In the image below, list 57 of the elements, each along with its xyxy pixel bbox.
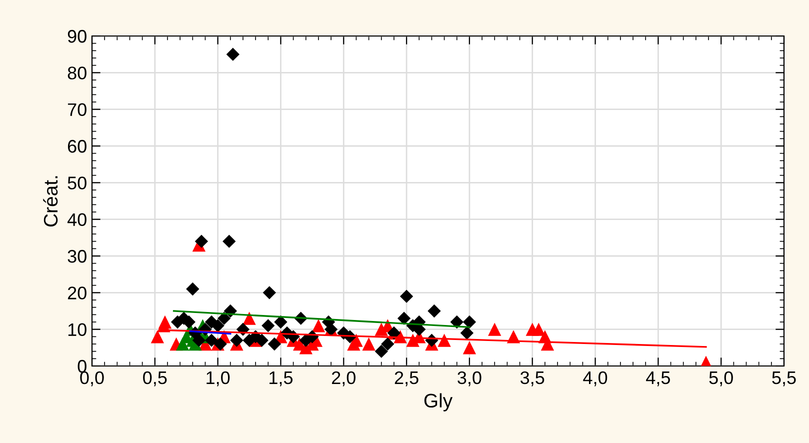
- point: [150, 330, 164, 344]
- y-tick-label: 10: [68, 323, 86, 336]
- point: [218, 312, 231, 325]
- point: [397, 312, 411, 325]
- x-tick-label: 4,0: [583, 371, 608, 386]
- y-tick-label: 80: [68, 66, 86, 80]
- point: [194, 234, 208, 248]
- point: [462, 315, 476, 329]
- y-tick-label: 90: [68, 30, 86, 43]
- x-tick-label: 0,0: [80, 371, 104, 386]
- point: [204, 334, 218, 347]
- point: [230, 334, 244, 347]
- point: [312, 319, 326, 332]
- y-tick-label: 30: [68, 250, 86, 263]
- y-tick-label: 50: [68, 176, 86, 190]
- point: [242, 334, 256, 347]
- point: [532, 322, 546, 336]
- point: [488, 322, 502, 336]
- point: [211, 319, 224, 332]
- x-tick-label: 5,5: [772, 372, 796, 386]
- point: [262, 286, 276, 300]
- x-tick-label: 5,0: [709, 371, 733, 386]
- point: [255, 334, 268, 347]
- point: [374, 344, 388, 358]
- point: [438, 334, 451, 347]
- point: [274, 315, 288, 329]
- x-tick-label: 1,5: [270, 372, 293, 386]
- y-tick-label: 20: [68, 286, 86, 300]
- point: [262, 319, 275, 332]
- x-tick-label: 0,5: [143, 371, 167, 386]
- point: [381, 337, 394, 351]
- point: [460, 326, 474, 340]
- x-tick-label: 3,5: [520, 371, 544, 386]
- point: [400, 290, 414, 303]
- point: [428, 304, 441, 318]
- x-tick-label: 4,5: [646, 372, 670, 386]
- point: [158, 315, 172, 329]
- point: [222, 234, 236, 248]
- x-tick-label: 2,5: [394, 371, 418, 386]
- point: [462, 341, 476, 354]
- point: [214, 337, 227, 351]
- x-tick-label: 3,0: [458, 371, 482, 386]
- point: [242, 312, 256, 325]
- y-axis-title: Créat.: [43, 176, 58, 226]
- y-tick-label: 70: [68, 103, 86, 116]
- point: [170, 315, 184, 329]
- point: [268, 337, 282, 351]
- y-tick-label: 40: [67, 213, 86, 226]
- point: [362, 337, 376, 351]
- y-tick-label: 60: [68, 140, 86, 153]
- x-tick-label: 1,0: [206, 371, 230, 386]
- point: [186, 282, 200, 296]
- x-tick-label: 2,0: [332, 371, 356, 386]
- point: [226, 48, 240, 61]
- point: [299, 334, 312, 347]
- y-tick-label: 0: [78, 360, 86, 373]
- x-axis-title: Gly: [424, 393, 453, 412]
